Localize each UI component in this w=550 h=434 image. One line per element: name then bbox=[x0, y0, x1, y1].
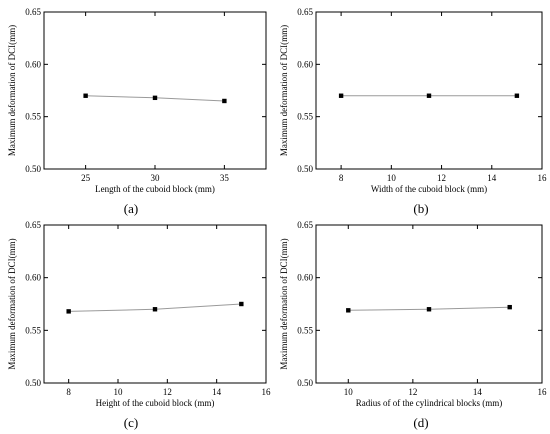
data-point bbox=[507, 304, 512, 310]
y-axis-label: Maximum deformation of DCI(mm) bbox=[7, 238, 17, 369]
y-tick-label: 0.50 bbox=[25, 378, 41, 388]
panel-label: (b) bbox=[413, 201, 428, 216]
data-point bbox=[239, 301, 244, 307]
y-tick-label: 0.55 bbox=[297, 325, 313, 335]
y-axis-label: Maximum deformation of DCI(mm) bbox=[279, 25, 289, 156]
x-tick-label: 10 bbox=[344, 387, 354, 397]
x-tick-label: 16 bbox=[538, 173, 548, 183]
y-tick-label: 0.55 bbox=[297, 112, 313, 122]
x-tick-label: 14 bbox=[473, 387, 483, 397]
y-tick-label: 0.65 bbox=[25, 7, 41, 17]
x-tick-label: 12 bbox=[437, 173, 446, 183]
x-axis-label: Width of the cuboid block (mm) bbox=[371, 184, 487, 194]
chart-panel-3: 8 10 12 14 16 0.50 0.55 0.60 0.65 Height of the c… bbox=[7, 220, 271, 430]
y-tick-label: 0.50 bbox=[297, 378, 313, 388]
panel-label: (c) bbox=[124, 415, 138, 430]
y-tick-label: 0.65 bbox=[297, 7, 313, 17]
y-tick-label: 0.60 bbox=[25, 273, 41, 283]
data-point bbox=[426, 93, 432, 98]
x-tick-label: 14 bbox=[487, 173, 497, 183]
data-point bbox=[66, 309, 71, 314]
y-tick-label: 0.55 bbox=[25, 112, 41, 122]
y-tick-label: 0.50 bbox=[297, 164, 313, 174]
x-axis-label: Radius of of the cylindrical blocks (mm) bbox=[356, 398, 502, 408]
chart-panel-4: 10 12 14 16 0.50 0.55 0.60 0.65 Radius of of the… bbox=[279, 220, 547, 430]
data-point bbox=[152, 307, 158, 312]
chart-panel-2: 8 10 12 14 16 0.50 0.55 0.60 0.65 Width of the cu… bbox=[279, 7, 547, 216]
plot-frame bbox=[315, 224, 543, 384]
plot-frame bbox=[43, 224, 267, 384]
y-tick-label: 0.65 bbox=[25, 220, 41, 230]
y-tick-label: 0.60 bbox=[297, 273, 313, 283]
x-tick-label: 14 bbox=[212, 387, 222, 397]
x-axis-label: Height of the cuboid block (mm) bbox=[96, 398, 215, 408]
x-tick-label: 16 bbox=[262, 387, 272, 397]
y-tick-label: 0.55 bbox=[25, 325, 41, 335]
x-tick-label: 8 bbox=[66, 387, 71, 397]
panel-label: (d) bbox=[413, 415, 428, 430]
x-tick-label: 35 bbox=[220, 173, 230, 183]
x-tick-label: 12 bbox=[163, 387, 172, 397]
plot-frame bbox=[315, 11, 543, 170]
y-axis-label: Maximum deformation of DCI(mm) bbox=[7, 25, 17, 156]
x-tick-label: 16 bbox=[538, 387, 548, 397]
chart-panel-1: 25 30 35 0.50 0.55 0.60 0.65 Length of the cubo… bbox=[7, 7, 267, 216]
panel-label: (a) bbox=[124, 201, 138, 216]
data-point bbox=[514, 93, 520, 98]
data-point bbox=[222, 98, 227, 104]
x-tick-label: 25 bbox=[81, 173, 91, 183]
x-tick-label: 12 bbox=[408, 387, 417, 397]
data-point bbox=[152, 95, 158, 101]
x-axis-label: Length of the cuboid block (mm) bbox=[95, 184, 215, 194]
y-tick-label: 0.60 bbox=[297, 59, 313, 69]
y-tick-label: 0.50 bbox=[25, 164, 41, 174]
x-tick-label: 8 bbox=[339, 173, 344, 183]
plot-frame bbox=[43, 11, 267, 170]
y-tick-label: 0.65 bbox=[297, 220, 313, 230]
y-tick-label: 0.60 bbox=[25, 59, 41, 69]
y-axis-label: Maximum deformation of DCI(mm) bbox=[279, 238, 289, 369]
x-tick-label: 10 bbox=[114, 387, 124, 397]
data-point bbox=[338, 93, 344, 98]
data-point bbox=[426, 307, 432, 312]
data-point bbox=[83, 93, 88, 98]
data-point bbox=[346, 308, 351, 313]
x-tick-label: 10 bbox=[387, 173, 397, 183]
x-tick-label: 30 bbox=[151, 173, 161, 183]
